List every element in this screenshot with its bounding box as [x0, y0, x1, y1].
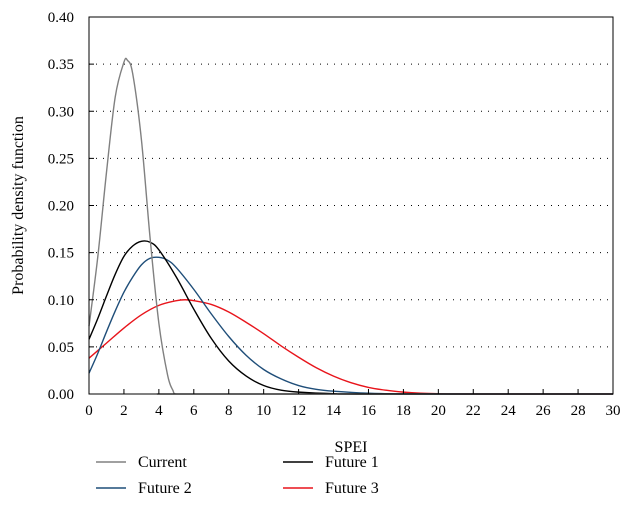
legend-item-future-2: Future 2: [96, 480, 192, 497]
legend-label-future-3: Future 3: [325, 480, 379, 497]
y-tick-label: 0.35: [48, 57, 74, 73]
legend-item-current: Current: [96, 454, 187, 471]
series-line-future-1: [89, 241, 613, 394]
y-tick-label: 0.10: [48, 293, 74, 309]
y-tick-label: 0.30: [48, 104, 74, 120]
x-tick-label: 14: [326, 403, 342, 419]
x-tick-label: 2: [120, 403, 128, 419]
y-tick-label: 0.40: [48, 10, 74, 26]
y-tick-labels: 0.00 0.05 0.10 0.15 0.20 0.25 0.30 0.35 0.40: [48, 10, 74, 403]
axis-ticks: [89, 17, 613, 394]
series-line-current: [89, 58, 613, 394]
x-tick-labels: 0 2 4 6 8 10 12 14 16 18 20 22 24 26 28 30: [85, 403, 620, 419]
x-tick-label: 22: [466, 403, 481, 419]
series-line-future-3: [89, 300, 613, 394]
y-tick-label: 0.20: [48, 199, 74, 215]
y-axis-title: Probability density function: [10, 116, 27, 295]
x-tick-label: 24: [501, 403, 517, 419]
x-tick-label: 26: [536, 403, 552, 419]
legend-item-future-3: Future 3: [283, 480, 379, 497]
x-tick-label: 0: [85, 403, 93, 419]
x-tick-label: 28: [571, 403, 586, 419]
legend-label-current: Current: [138, 454, 187, 471]
y-tick-label: 0.25: [48, 151, 74, 167]
x-tick-label: 18: [396, 403, 411, 419]
x-tick-label: 10: [256, 403, 271, 419]
y-tick-label: 0.00: [48, 387, 74, 403]
x-tick-label: 12: [291, 403, 306, 419]
y-tick-label: 0.05: [48, 340, 74, 356]
y-tick-label: 0.15: [48, 246, 74, 262]
gridlines: [89, 64, 613, 347]
x-tick-label: 8: [225, 403, 233, 419]
x-tick-label: 20: [431, 403, 446, 419]
legend-item-future-1: Future 1: [283, 454, 379, 471]
x-tick-label: 4: [155, 403, 163, 419]
legend: Current Future 1 Future 2 Future 3: [96, 454, 379, 497]
legend-label-future-2: Future 2: [138, 480, 192, 497]
series-lines: [89, 58, 613, 394]
plot-frame: [89, 17, 613, 394]
x-tick-label: 6: [190, 403, 198, 419]
x-tick-label: 30: [606, 403, 621, 419]
x-tick-label: 16: [361, 403, 377, 419]
legend-label-future-1: Future 1: [325, 454, 379, 471]
